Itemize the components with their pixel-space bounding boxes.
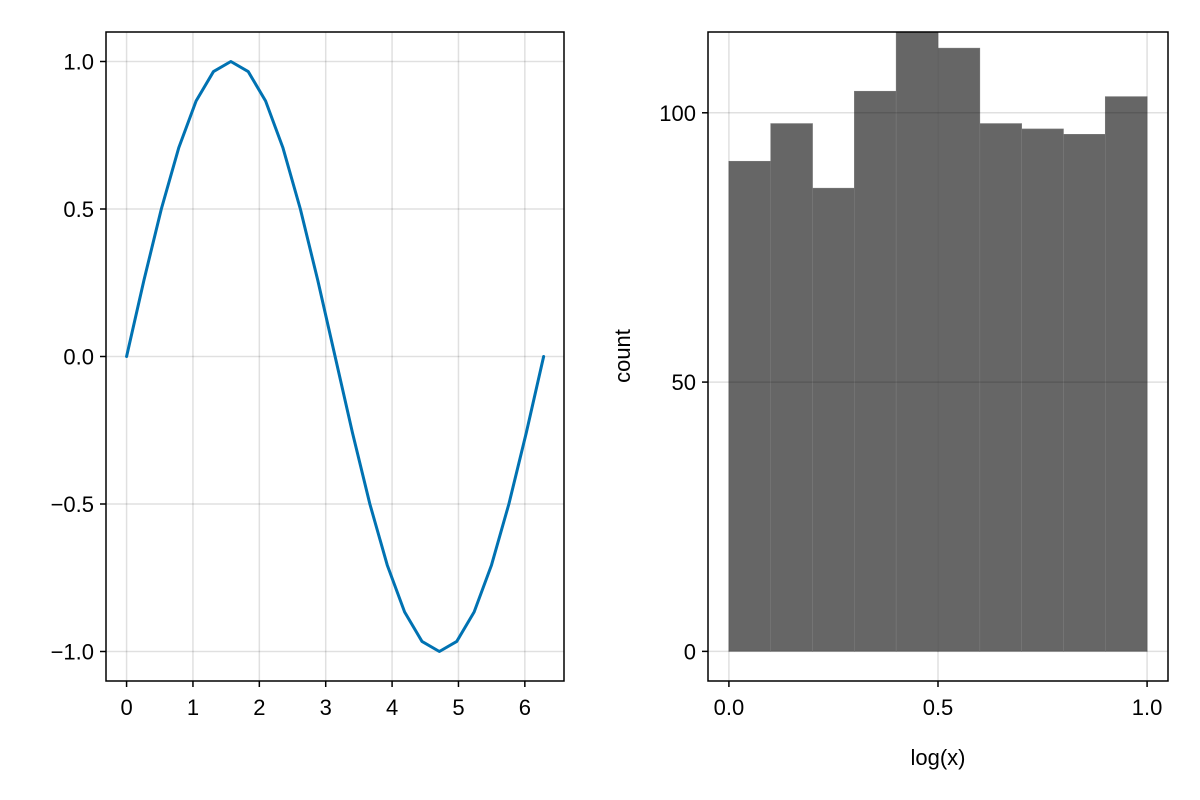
line-plot-x-tick-label: 2 (253, 695, 265, 720)
line-plot-y-ticks: −1.0 −0.5 0.0 0.5 1.0 (51, 50, 106, 665)
histogram-x-ticks: 0.0 0.5 1.0 (714, 681, 1163, 720)
histogram-bar (979, 123, 1022, 652)
line-plot-x-tick-label: 5 (452, 695, 464, 720)
line-plot-x-tick-label: 4 (386, 695, 398, 720)
histogram-bar (728, 160, 772, 652)
sine-series-line (125, 60, 546, 653)
histogram-x-tick-label: 0.0 (714, 695, 745, 720)
histogram-bar (1063, 134, 1106, 652)
histogram-y-axis-label: count (610, 329, 635, 383)
line-plot-x-tick-label: 3 (320, 695, 332, 720)
line-plot-y-tick-label: 0.0 (63, 345, 94, 370)
histogram-bar (1021, 128, 1064, 652)
histogram-x-tick-label: 0.5 (923, 695, 954, 720)
line-plot-y-tick-label: 0.5 (63, 197, 94, 222)
histogram-bar (937, 47, 981, 652)
histogram-x-axis-label: log(x) (910, 745, 965, 770)
histogram-grid (708, 32, 1168, 681)
line-plot-x-ticks: 0 1 2 3 4 5 6 (120, 681, 531, 720)
histogram-bar (770, 123, 813, 652)
histogram-bars (728, 31, 1148, 652)
histogram-bar (1104, 96, 1148, 652)
histogram-y-tick-label: 100 (659, 101, 696, 126)
line-plot-y-tick-label: 1.0 (63, 50, 94, 75)
histogram-panel: 0.0 0.5 1.0 0 50 100 log(x) count (610, 31, 1169, 770)
histogram-bar (854, 90, 897, 652)
histogram-bar (895, 31, 939, 652)
line-plot-y-tick-label: −0.5 (51, 492, 94, 517)
line-plot-panel: 0 1 2 3 4 5 6 −1.0 −0.5 0.0 0.5 1.0 (51, 31, 565, 720)
histogram-x-tick-label: 1.0 (1132, 695, 1163, 720)
line-plot-x-tick-label: 1 (187, 695, 199, 720)
line-plot-y-tick-label: −1.0 (51, 640, 94, 665)
line-plot-x-tick-label: 6 (519, 695, 531, 720)
line-plot-series (125, 60, 546, 653)
histogram-bar (812, 187, 855, 652)
histogram-y-tick-label: 0 (684, 639, 696, 664)
histogram-y-tick-label: 50 (672, 370, 696, 395)
histogram-y-ticks: 0 50 100 (659, 101, 708, 664)
line-plot-grid (106, 32, 564, 681)
line-plot-x-tick-label: 0 (120, 695, 132, 720)
